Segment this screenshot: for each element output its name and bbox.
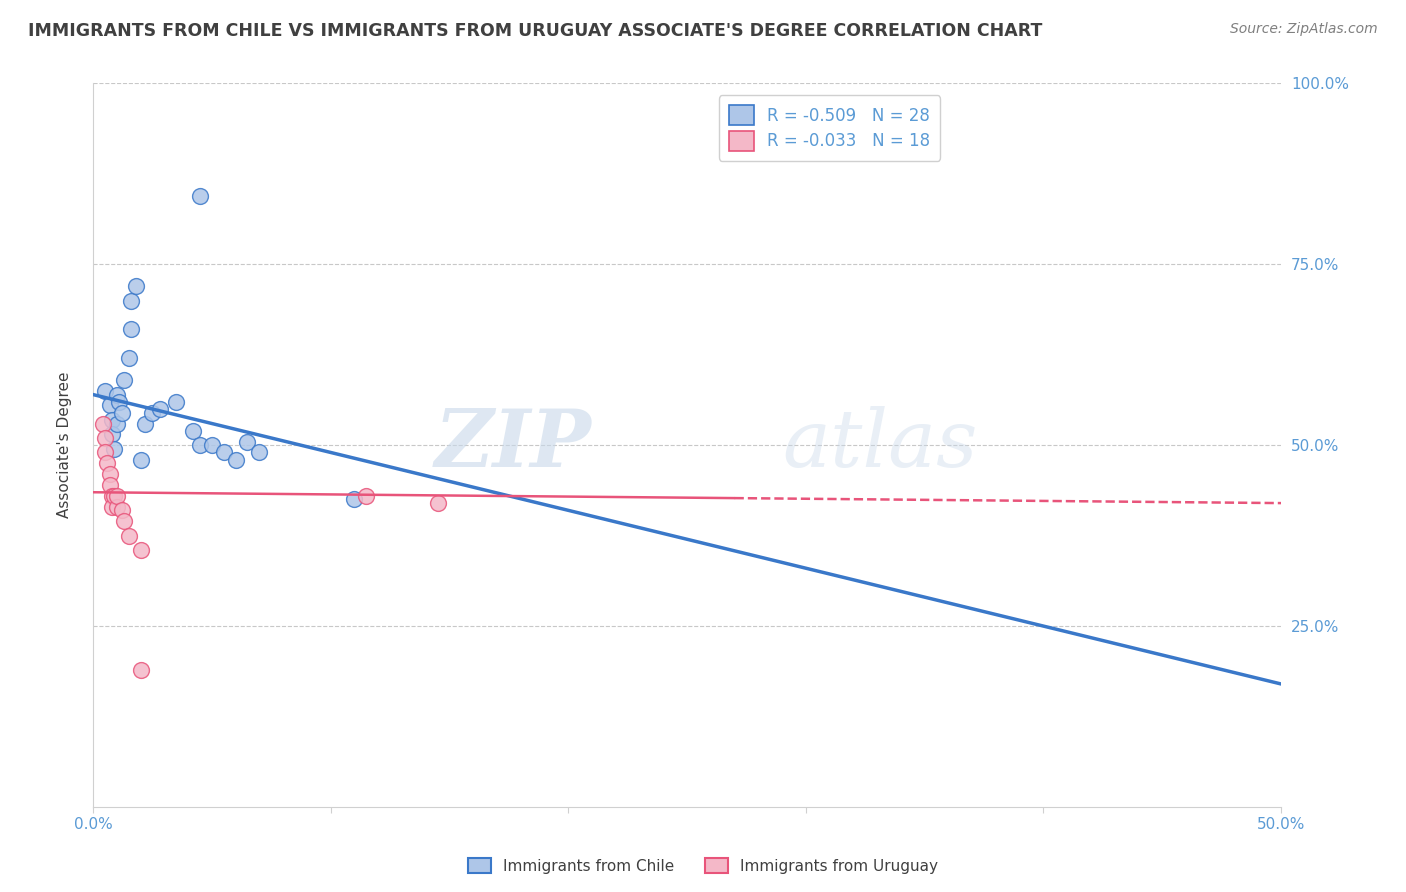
Point [108,394,131,409]
Point [103,442,125,456]
Point [94,431,117,445]
Point [101,427,124,442]
Point [129,452,152,467]
Legend: R = -0.509   N = 28, R = -0.033   N = 18: R = -0.509 N = 28, R = -0.033 N = 18 [718,95,941,161]
Point [134,417,156,431]
Y-axis label: Associate's Degree: Associate's Degree [58,372,72,518]
Point [141,406,163,420]
Point [112,514,135,528]
Point [105,417,128,431]
Point [201,438,224,452]
Point [101,489,124,503]
Text: atlas: atlas [782,407,977,484]
Point [105,489,128,503]
Text: ZIP: ZIP [434,407,592,484]
Point [101,413,124,427]
Point [125,279,148,293]
Point [165,394,187,409]
Text: IMMIGRANTS FROM CHILE VS IMMIGRANTS FROM URUGUAY ASSOCIATE'S DEGREE CORRELATION : IMMIGRANTS FROM CHILE VS IMMIGRANTS FROM… [28,22,1042,40]
Point [98,467,121,482]
Point [105,387,128,401]
Text: Source: ZipAtlas.com: Source: ZipAtlas.com [1230,22,1378,37]
Point [118,351,141,366]
Point [103,489,125,503]
Point [101,500,124,514]
Point [225,452,247,467]
Point [247,445,270,459]
Legend: Immigrants from Chile, Immigrants from Uruguay: Immigrants from Chile, Immigrants from U… [461,852,945,880]
Point [129,663,152,677]
Point [98,478,121,492]
Point [91,417,114,431]
Point [148,402,170,417]
Point [112,373,135,387]
Point [94,384,117,398]
Point [188,188,211,202]
Point [426,496,449,510]
Point [110,503,132,517]
Point [105,500,128,514]
Point [96,456,118,470]
Point [212,445,235,459]
Point [236,434,259,449]
Point [120,322,142,336]
Point [181,424,204,438]
Point [94,445,117,459]
Point [118,529,141,543]
Point [343,492,366,507]
Point [98,399,121,413]
Point [110,406,132,420]
Point [129,543,152,558]
Point [120,293,142,308]
Point [188,438,211,452]
Point [356,489,378,503]
